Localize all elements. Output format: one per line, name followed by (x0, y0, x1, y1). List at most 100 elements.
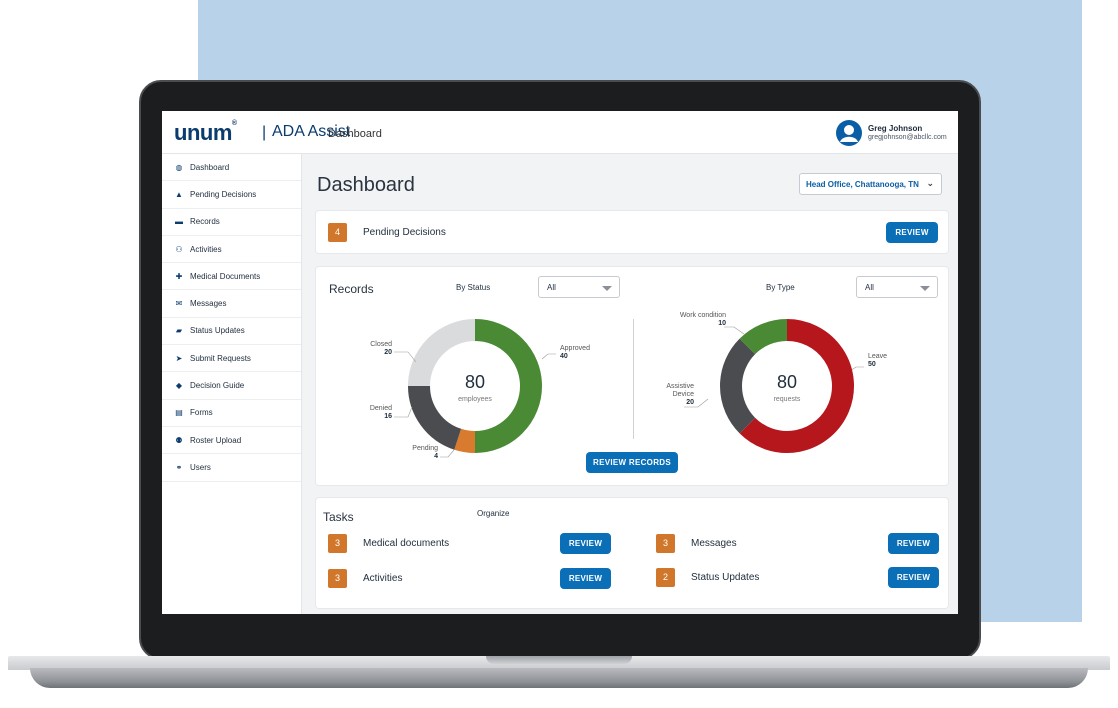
warning-icon: ▲ (175, 189, 183, 199)
page-title: Dashboard (317, 174, 415, 196)
caret-down-icon (602, 286, 612, 291)
laptop-notch (486, 656, 632, 664)
organize-link[interactable]: Organize (477, 509, 510, 518)
laptop-base-edge (30, 668, 1088, 688)
records-card: Records By Status All By Type All 80 empl… (316, 267, 948, 485)
sidebar-item-label: Pending Decisions (190, 189, 257, 199)
app-screen: unum® | ADA Assist Dashboard Greg Johnso… (162, 111, 958, 614)
users-icon: ⚭ (175, 462, 183, 472)
activities-count-badge: 3 (328, 569, 347, 588)
type-center-value: 80 (777, 372, 797, 392)
upload-user-icon: ⚉ (175, 435, 183, 445)
activities-label: Activities (363, 573, 403, 584)
sidebar-item-label: Submit Requests (190, 353, 251, 363)
breadcrumb: Dashboard (328, 128, 382, 140)
review-pending-button[interactable]: REVIEW (886, 222, 938, 243)
document-icon: ▤ (175, 408, 183, 418)
sidebar-item-activities[interactable]: ⚇ Activities (162, 236, 301, 264)
type-filter-select[interactable]: All (856, 276, 938, 298)
send-icon: ➤ (175, 353, 183, 363)
approved-annotation: Approved 40 (560, 345, 590, 360)
denied-annotation: Denied 16 (369, 405, 392, 420)
sidebar-item-label: Decision Guide (190, 381, 245, 391)
status-slice-denied[interactable] (408, 385, 462, 450)
sidebar-item-label: Status Updates (190, 326, 245, 336)
type-filter-value: All (865, 283, 874, 292)
sidebar-item-label: Activities (190, 244, 222, 254)
folder-icon: ▬ (175, 217, 183, 227)
sidebar-item-pending-decisions[interactable]: ▲ Pending Decisions (162, 181, 301, 209)
medical-docs-label: Medical documents (363, 538, 450, 549)
user-name[interactable]: Greg Johnson (868, 124, 923, 133)
user-avatar-icon[interactable] (836, 120, 862, 146)
review-activities-button[interactable]: REVIEW (560, 568, 611, 589)
status-donut-chart: 80 employees (408, 319, 542, 453)
user-email: gregjohnson@abcllc.com (868, 134, 947, 141)
review-records-button[interactable]: REVIEW RECORDS (586, 452, 678, 473)
status-filter-select[interactable]: All (538, 276, 620, 298)
status-filter-value: All (547, 283, 556, 292)
status-slice-approved[interactable] (474, 319, 542, 453)
pending-count-badge: 4 (328, 223, 347, 242)
type-center-label: requests (774, 396, 801, 403)
sidebar-item-records[interactable]: ▬ Records (162, 209, 301, 236)
diamond-icon: ◆ (175, 381, 183, 391)
status-updates-label: Status Updates (691, 572, 760, 583)
sidebar-item-users[interactable]: ⚭ Users (162, 454, 301, 482)
sidebar-item-dashboard[interactable]: ◍ Dashboard (162, 154, 301, 182)
sidebar-item-label: Forms (190, 408, 213, 418)
office-select[interactable]: Head Office, Chattanooga, TN ⌄ (799, 173, 942, 195)
sidebar-item-label: Medical Documents (190, 271, 261, 281)
work-condition-annotation: Work condition 10 (679, 312, 726, 327)
messages-label: Messages (691, 538, 737, 549)
status-center-value: 80 (465, 372, 485, 392)
leave-annotation: Leave 50 (868, 353, 888, 368)
status-slice-pending[interactable] (454, 428, 476, 453)
chevron-down-icon: ⌄ (926, 178, 934, 188)
type-slice-leave[interactable] (739, 319, 854, 453)
pending-decisions-card: 4 Pending Decisions REVIEW (316, 211, 948, 253)
sidebar-item-forms[interactable]: ▤ Forms (162, 400, 301, 427)
tasks-title: Tasks (323, 510, 354, 524)
medical-docs-count-badge: 3 (328, 534, 347, 553)
status-slice-closed[interactable] (408, 319, 476, 387)
messages-count-badge: 3 (656, 534, 675, 553)
status-center-label: employees (458, 396, 492, 403)
dashboard-icon: ◍ (175, 162, 183, 172)
chart-divider (633, 319, 634, 439)
records-title: Records (329, 282, 374, 296)
review-messages-button[interactable]: REVIEW (888, 533, 939, 554)
closed-annotation: Closed 20 (370, 341, 392, 356)
briefcase-icon: ▰ (175, 326, 183, 336)
type-slice-assistive-device[interactable] (720, 338, 756, 434)
top-bar: unum® | ADA Assist Dashboard Greg Johnso… (162, 111, 958, 154)
pending-annotation: Pending 4 (412, 445, 438, 460)
type-slice-work-condition[interactable] (739, 319, 788, 355)
envelope-icon: ✉ (175, 299, 183, 309)
sidebar: ◍ Dashboard ▲ Pending Decisions ▬ Records ⚇ Act… (162, 154, 302, 614)
logo-separator: | (262, 124, 267, 141)
sidebar-item-label: Records (190, 217, 220, 227)
people-icon: ⚇ (175, 244, 183, 254)
pending-decisions-label: Pending Decisions (363, 227, 446, 238)
tasks-card: Tasks Organize 3 Medical documents REVIE… (316, 498, 948, 608)
sidebar-item-roster-upload[interactable]: ⚉ Roster Upload (162, 427, 301, 455)
sidebar-item-label: Messages (190, 299, 227, 309)
office-select-value: Head Office, Chattanooga, TN (806, 180, 919, 189)
status-updates-count-badge: 2 (656, 568, 675, 587)
review-medical-docs-button[interactable]: REVIEW (560, 533, 611, 554)
sidebar-item-status-updates[interactable]: ▰ Status Updates (162, 318, 301, 346)
product-name: ADA Assist (272, 123, 351, 140)
unum-logo[interactable]: unum® (174, 120, 237, 145)
by-status-label: By Status (456, 283, 491, 292)
sidebar-item-decision-guide[interactable]: ◆ Decision Guide (162, 372, 301, 400)
by-type-label: By Type (766, 283, 795, 292)
review-status-updates-button[interactable]: REVIEW (888, 567, 939, 588)
sidebar-item-submit-requests[interactable]: ➤ Submit Requests (162, 345, 301, 373)
type-donut-chart: 80 requests (720, 319, 854, 453)
sidebar-item-medical-documents[interactable]: ✚ Medical Documents (162, 263, 301, 291)
sidebar-item-label: Dashboard (190, 162, 230, 172)
sidebar-item-messages[interactable]: ✉ Messages (162, 290, 301, 318)
caret-down-icon (920, 286, 930, 291)
